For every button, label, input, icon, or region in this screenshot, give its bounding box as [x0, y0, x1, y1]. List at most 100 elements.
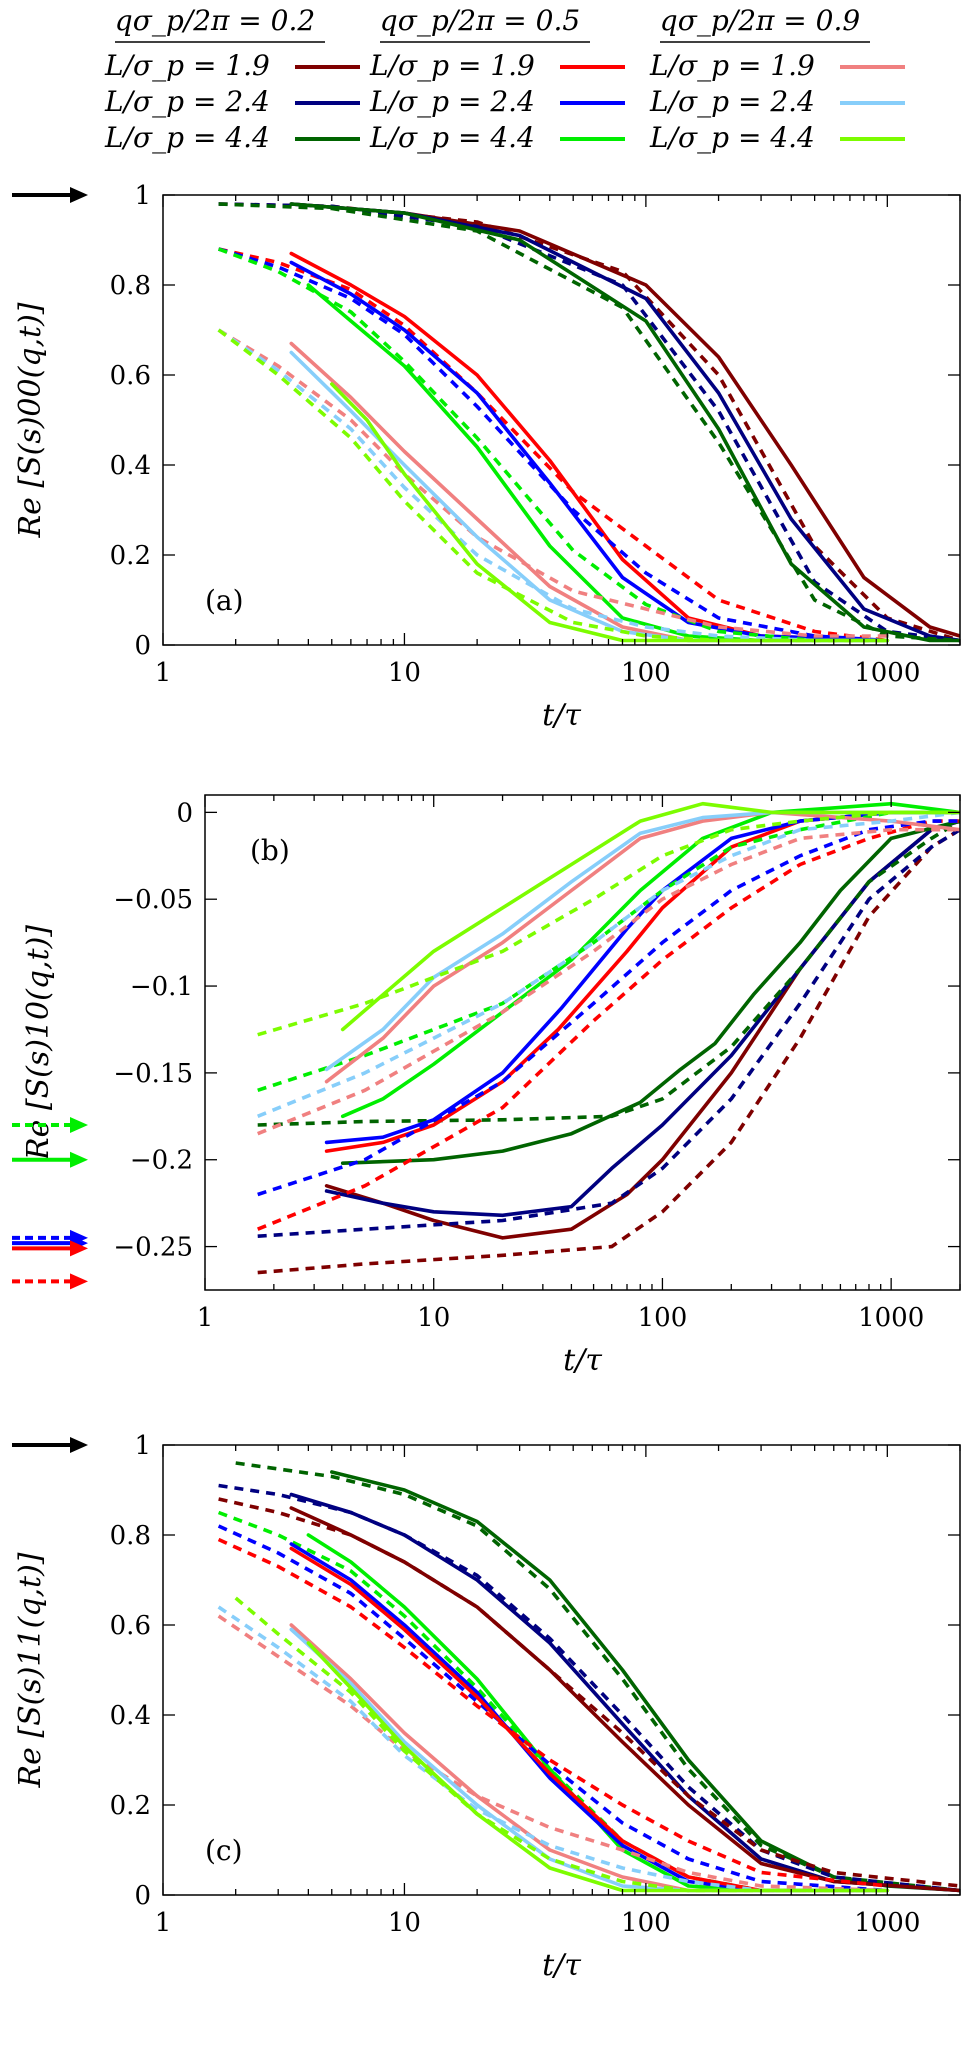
series-line-12 — [289, 1623, 890, 1893]
legend-header: qσ_p/2π = 0.2 — [115, 4, 315, 37]
arrow-marker — [12, 1437, 88, 1453]
y-tick-label: 0.4 — [110, 451, 151, 481]
x-tick-label: 10 — [388, 658, 421, 688]
legend-entry-label: L/σ_p = 2.4 — [649, 85, 815, 118]
y-tick-label: 0.8 — [110, 1521, 151, 1551]
arrow-marker — [12, 1117, 88, 1133]
x-tick-label: 1000 — [854, 1908, 920, 1938]
legend-entry-label: L/σ_p = 4.4 — [649, 121, 815, 154]
series-line-7 — [217, 1510, 888, 1893]
y-tick-label: 0.6 — [110, 1611, 151, 1641]
series-line-15 — [257, 810, 960, 1118]
series-line-1 — [235, 1461, 960, 1893]
legend-entry-label: L/σ_p = 2.4 — [369, 85, 535, 118]
series-line-17 — [257, 810, 960, 1037]
legend-entry-label: L/σ_p = 2.4 — [104, 85, 270, 118]
x-axis: 1 10 100 1000 — [197, 795, 961, 1333]
series-line-1 — [257, 828, 960, 1275]
legend-entry-label: L/σ_p = 4.4 — [104, 121, 270, 154]
x-tick-label: 1 — [197, 1303, 214, 1333]
legend-group-1: qσ_p/2π = 0.5 L/σ_p = 1.9L/σ_p = 2.4L/σ_p… — [369, 4, 625, 154]
series-line-0 — [329, 1470, 960, 1893]
series-line-14 — [289, 1627, 890, 1893]
x-tick-label: 1000 — [858, 1303, 924, 1333]
series-line-14 — [289, 350, 890, 643]
y-tick-label: −0.25 — [113, 1233, 193, 1263]
legend-entry-label: L/σ_p = 1.9 — [104, 49, 270, 82]
series-line-17 — [234, 1596, 888, 1893]
x-tick-label: 10 — [417, 1303, 450, 1333]
y-tick-label: 1 — [134, 1431, 151, 1461]
y-axis-title: Re [S(s)11(q,t)] — [13, 1552, 48, 1788]
series-line-16 — [340, 801, 960, 1032]
x-tick-label: 100 — [638, 1303, 688, 1333]
series-line-3 — [257, 828, 960, 1238]
x-tick-label: 1 — [155, 1908, 172, 1938]
series-group — [217, 1461, 960, 1893]
y-tick-label: 0.2 — [110, 1791, 151, 1821]
chart-panel-c: 1 10 100 1000 0 0.2 0.4 0.6 0.8 1 t/τ Re [S(s)11(q,… — [12, 1431, 961, 1983]
series-line-4 — [340, 819, 960, 1165]
series-line-7 — [218, 247, 888, 643]
legend-header: qσ_p/2π = 0.5 — [380, 4, 580, 37]
plot-frame — [162, 1444, 961, 1896]
series-line-15 — [217, 328, 888, 643]
y-axis: 0 −0.05 −0.1 −0.15 −0.2 −0.25 — [113, 798, 960, 1263]
series-line-4 — [289, 202, 960, 643]
y-axis: 0 0.2 0.4 0.6 0.8 1 — [110, 1431, 960, 1911]
series-line-9 — [217, 1524, 888, 1893]
x-axis-title: t/τ — [542, 698, 581, 733]
series-line-2 — [324, 819, 960, 1218]
x-tick-label: 10 — [388, 1908, 421, 1938]
y-tick-label: −0.15 — [113, 1059, 193, 1089]
y-tick-label: −0.2 — [130, 1146, 193, 1176]
y-tick-label: 0.8 — [110, 271, 151, 301]
panel-label: (a) — [205, 584, 244, 617]
x-tick-label: 1000 — [854, 658, 920, 688]
legend-entry-label: L/σ_p = 1.9 — [649, 49, 815, 82]
series-line-12 — [289, 341, 890, 643]
series-line-10 — [289, 1546, 890, 1893]
series-line-16 — [329, 382, 890, 643]
legend: qσ_p/2π = 0.2L/σ_p = 1.9L/σ_p = 2.4L/σ_p… — [104, 4, 905, 154]
x-axis-title: t/τ — [563, 1343, 602, 1378]
panel-label: (b) — [250, 834, 290, 867]
series-line-2 — [289, 202, 960, 643]
y-tick-label: 0.4 — [110, 1701, 151, 1731]
chart-panel-b: 1 10 100 1000 0 −0.05 −0.1 −0.15 −0.2 −0.25 t/τ Re … — [12, 794, 961, 1378]
x-axis-title: t/τ — [542, 1948, 581, 1983]
series-line-13 — [217, 1614, 888, 1893]
series-line-12 — [324, 810, 960, 1084]
y-tick-label: −0.05 — [113, 885, 193, 915]
y-tick-label: 0.6 — [110, 361, 151, 391]
y-tick-label: 0 — [176, 798, 193, 828]
series-line-14 — [324, 810, 960, 1072]
x-tick-label: 1 — [155, 658, 172, 688]
x-tick-label: 100 — [621, 658, 671, 688]
series-group — [257, 801, 960, 1275]
series-line-3 — [218, 1483, 960, 1893]
x-tick-label: 100 — [621, 1908, 671, 1938]
legend-group-2: qσ_p/2π = 0.9 L/σ_p = 1.9L/σ_p = 2.4L/σ_p… — [649, 4, 905, 154]
arrow-marker — [12, 1240, 88, 1257]
series-line-13 — [217, 328, 888, 638]
legend-group-0: qσ_p/2π = 0.2 L/σ_p = 1.9L/σ_p = 2.4L/σ_p… — [104, 4, 360, 154]
series-line-7 — [257, 819, 960, 1231]
plot-frame — [162, 194, 961, 646]
legend-header: qσ_p/2π = 0.9 — [660, 4, 860, 37]
series-line-11 — [217, 247, 888, 643]
series-line-15 — [217, 1605, 888, 1893]
x-axis: 1 10 100 1000 — [155, 195, 961, 688]
plot-frame — [204, 794, 961, 1291]
arrow-marker — [12, 187, 88, 203]
series-line-16 — [306, 1641, 890, 1893]
y-tick-label: 0.2 — [110, 541, 151, 571]
chart-panel-a: 1 10 100 1000 0 0.2 0.4 0.6 0.8 1 t/τ Re [S(s)00(q,… — [12, 181, 961, 733]
series-line-11 — [217, 1537, 888, 1888]
y-tick-label: 0 — [134, 631, 151, 661]
arrow-marker — [12, 1273, 88, 1290]
y-tick-label: −0.1 — [130, 972, 193, 1002]
y-axis-title: Re [S(s)00(q,t)] — [13, 302, 48, 538]
series-line-6 — [306, 1533, 890, 1893]
